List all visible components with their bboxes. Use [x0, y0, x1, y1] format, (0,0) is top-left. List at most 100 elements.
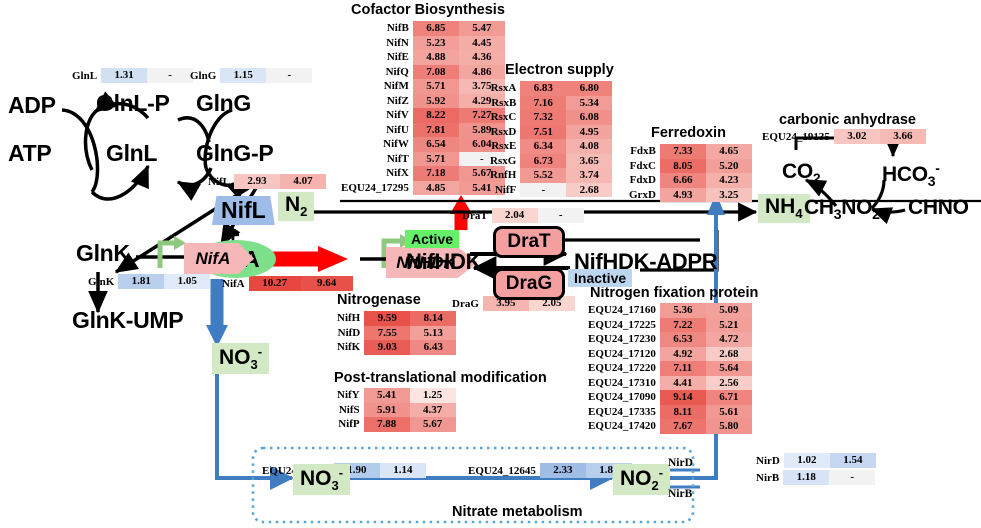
chip-value: 9.64 — [300, 276, 353, 291]
row-label: NifX — [386, 167, 409, 179]
heat-cell: 8.05 — [659, 158, 706, 173]
heat-cell: 5.71 — [412, 151, 459, 166]
ca-chip: EQU24_19135 3.02 3.66 — [762, 129, 926, 144]
table-row: RsxG 6.73 3.65 — [487, 153, 613, 168]
table-row: RsxA 6.83 6.80 — [487, 81, 613, 96]
row-label: RsxE — [491, 140, 517, 152]
heat-cell: 7.32 — [520, 110, 567, 125]
table-row: EQU24_17420 7.67 5.80 — [585, 419, 752, 434]
heat-cell: 8.14 — [410, 311, 457, 326]
chip-value: 4.07 — [280, 174, 326, 189]
table-row: NifK 9.03 6.43 — [334, 340, 457, 355]
heat-cell: 4.88 — [412, 50, 459, 65]
row-label: EQU24_17230 — [588, 333, 656, 345]
chip-value: 1.02 — [783, 453, 830, 468]
heat-cell: - — [458, 151, 505, 166]
heat-cell: 4.65 — [705, 144, 752, 159]
chip-label: EQU24_19135 — [762, 130, 830, 143]
table-ferredoxin: FdxB 7.33 4.65 FdxC 8.05 5.20 FdxD 6.66 4.23 GrxD… — [626, 144, 752, 202]
row-label: GrxD — [629, 188, 656, 201]
node-glng-p: GlnG-P — [196, 140, 274, 166]
row-label: EQU24_17420 — [588, 420, 656, 432]
node-ch3no2-sub1: 3 — [833, 206, 842, 223]
heat-cell: 5.71 — [412, 79, 459, 94]
chip-label: EQU24_12645 — [468, 464, 536, 477]
node-glng: GlnG — [196, 90, 252, 116]
table-row: NifF -2.68 — [487, 182, 613, 197]
heat-cell: 1.25 — [409, 388, 456, 403]
heat-cell: 5.41 — [363, 388, 410, 403]
row-label: FdxC — [629, 159, 656, 172]
heat-cell: 3.25 — [705, 187, 752, 202]
table-ptm: NifY 5.41 1.25 NifS 5.91 4.37 NifP 7.88 5.67 — [334, 388, 456, 432]
node-no3-sup: - — [257, 344, 263, 359]
node-no3b-sub: 3 — [331, 478, 339, 494]
node-hco3-text: HCO — [882, 163, 928, 186]
row-label: RsxC — [490, 111, 517, 123]
gene-nifa-label: NifA — [195, 248, 231, 268]
node-co2-sub: 2 — [812, 170, 821, 187]
heat-cell: 3.74 — [566, 168, 613, 183]
heat-cell: 9.59 — [364, 311, 411, 326]
heat-cell: 4.36 — [458, 50, 505, 65]
badge-inactive: Inactive — [568, 269, 633, 287]
node-no2-text: NO — [620, 467, 652, 490]
heat-cell: 7.55 — [364, 325, 411, 340]
heat-cell: 7.81 — [412, 122, 459, 137]
heat-cell: 7.08 — [412, 64, 459, 79]
chip-value: - — [147, 68, 194, 83]
row-label: EQU24_17120 — [588, 347, 656, 360]
row-label: RsxB — [491, 96, 517, 109]
node-glnl-p: GlnL-P — [96, 90, 170, 116]
chip-label: GlnK — [88, 275, 115, 288]
table-title-ptm: Post-translational modification — [334, 370, 547, 386]
nirb-chip: NirB 1.18- — [756, 470, 876, 485]
row-label: NifE — [386, 51, 409, 63]
row-label: NifW — [383, 138, 409, 150]
node-no3-main: NO3- — [212, 343, 270, 374]
table-row: RsxD 7.51 4.95 — [487, 124, 613, 139]
heat-cell: 6.54 — [412, 137, 459, 152]
table-row: NifW 6.54 6.04 — [338, 137, 505, 152]
heat-cell: 3.65 — [566, 153, 613, 168]
glnk-chip: GlnK 1.81 1.05 — [88, 274, 211, 289]
node-glnk-ump: GlnK-UMP — [72, 307, 184, 333]
table-row: FdxC 8.05 5.20 — [626, 158, 752, 173]
heat-cell: 4.86 — [458, 64, 505, 79]
gene-nifhdk-label: NifHDK — [396, 252, 456, 272]
node-glnl: GlnL — [106, 140, 158, 166]
chip-value: 1.54 — [829, 453, 876, 468]
heat-cell: 5.67 — [409, 417, 456, 432]
table-title-ferredoxin: Ferredoxin — [651, 125, 726, 141]
heat-cell: 5.13 — [410, 325, 457, 340]
row-label: EQU24_17310 — [588, 376, 656, 389]
row-label: EQU24_17220 — [588, 362, 656, 374]
table-row: FdxB 7.33 4.65 — [626, 144, 752, 159]
row-label: NifM — [383, 80, 409, 92]
node-no3-pathway: NO3- — [293, 464, 351, 495]
table-row: NifQ 7.08 4.86 — [338, 64, 505, 79]
chip-label: DraG — [452, 297, 479, 310]
table-row: NifZ 5.92 4.29 — [338, 93, 505, 108]
heat-cell: 5.34 — [566, 95, 613, 110]
heat-cell: 6.71 — [705, 390, 752, 405]
edge-label-nirb: NirB — [668, 488, 693, 500]
heat-cell: 4.23 — [705, 173, 752, 188]
chip-value: 3.02 — [833, 129, 880, 144]
heat-cell: 5.09 — [705, 303, 752, 318]
heat-cell: 2.68 — [705, 346, 752, 361]
heat-cell: 9.03 — [364, 340, 411, 355]
row-label: NifB — [386, 22, 409, 34]
heat-cell: 7.16 — [520, 95, 567, 110]
glng-chip: GlnG 1.15- — [190, 68, 313, 83]
chip-value: 1.31 — [101, 68, 148, 83]
heat-cell: 4.29 — [458, 93, 505, 108]
table-nitrogenase: NifH 9.59 8.14 NifD 7.55 5.13 NifK 9.03 6.43 — [334, 311, 457, 355]
heat-cell: 5.61 — [705, 404, 752, 419]
row-label: NifH — [337, 312, 361, 324]
table-title-nif-protein: Nitrogen fixation protein — [590, 285, 759, 301]
enzyme-drat: DraT — [493, 226, 565, 258]
node-co2-text: CO — [782, 160, 813, 183]
row-label: NifS — [338, 403, 360, 416]
nird-chip: NirD 1.02 1.54 — [756, 453, 876, 468]
